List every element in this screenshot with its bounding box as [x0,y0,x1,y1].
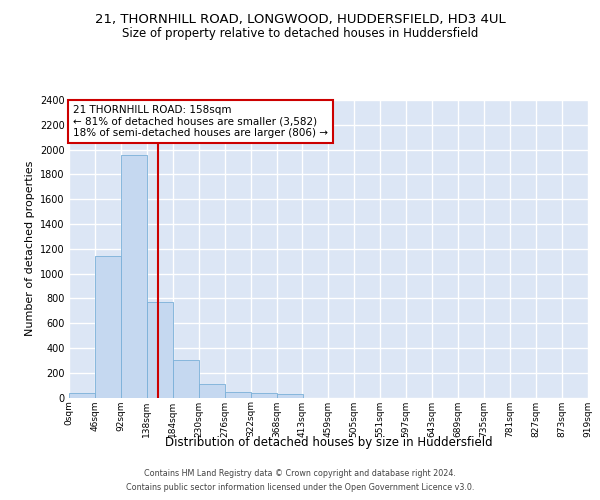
Bar [69,393,95,398]
Bar [225,392,251,398]
Text: Contains HM Land Registry data © Crown copyright and database right 2024.: Contains HM Land Registry data © Crown c… [144,470,456,478]
Y-axis label: Number of detached properties: Number of detached properties [25,161,35,336]
Bar [121,154,147,398]
Bar [199,384,225,398]
Text: Size of property relative to detached houses in Huddersfield: Size of property relative to detached ho… [122,28,478,40]
Bar [147,302,173,398]
Bar [173,360,199,398]
Bar [95,256,121,398]
Bar [277,394,303,398]
Text: 21, THORNHILL ROAD, LONGWOOD, HUDDERSFIELD, HD3 4UL: 21, THORNHILL ROAD, LONGWOOD, HUDDERSFIE… [95,12,505,26]
Bar [251,392,277,398]
Text: 21 THORNHILL ROAD: 158sqm
← 81% of detached houses are smaller (3,582)
18% of se: 21 THORNHILL ROAD: 158sqm ← 81% of detac… [73,105,328,138]
Text: Contains public sector information licensed under the Open Government Licence v3: Contains public sector information licen… [126,482,474,492]
Text: Distribution of detached houses by size in Huddersfield: Distribution of detached houses by size … [165,436,493,449]
